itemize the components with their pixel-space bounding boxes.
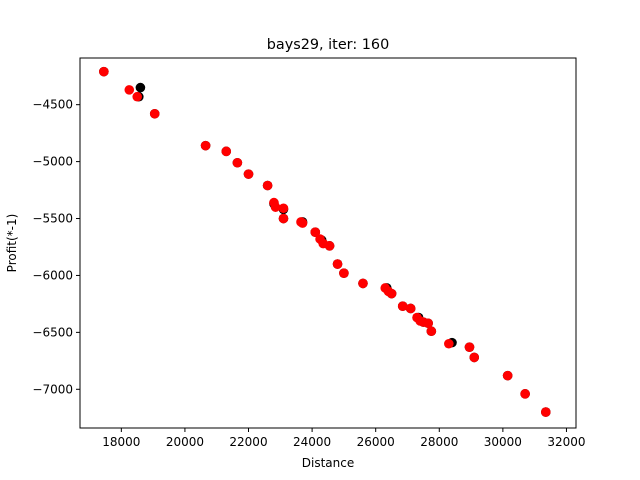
chart-title: bays29, iter: 160 [267,37,389,53]
y-axis-label: Profit(*-1) [5,214,19,273]
x-tick-label: 24000 [293,435,331,449]
x-tick-label: 22000 [229,435,267,449]
data-point [426,326,437,337]
data-point [297,218,308,228]
data-point [124,85,135,95]
x-tick-label: 18000 [102,435,140,449]
data-point [502,370,513,381]
y-tick-label: −5000 [32,155,73,169]
data-point [278,213,289,224]
data-point [444,338,454,349]
x-axis-ticks: 18000 20000 22000 24000 26000 28000 30000 32000 [102,428,586,449]
data-point [358,278,368,289]
data-point [520,389,530,399]
x-tick-label: 20000 [166,435,204,449]
data-point [262,180,273,191]
data-point [135,82,146,93]
x-tick-label: 28000 [420,435,458,449]
y-tick-label: −7000 [32,382,73,396]
data-point [423,318,433,329]
plot-area-frame [79,57,577,429]
data-point [405,303,416,314]
y-tick-label: −6000 [32,268,73,282]
x-axis-label: Distance [302,456,354,470]
data-point [232,157,243,168]
data-point [99,66,109,77]
data-point [386,288,397,299]
y-tick-label: −6500 [32,325,73,339]
data-point [464,342,475,352]
data-point [243,169,254,179]
x-tick-label: 26000 [357,435,395,449]
data-point [469,352,480,363]
data-point [540,407,551,417]
y-axis-ticks: −7000 −6500 −6000 −5500 −5000 −4500 [32,98,80,396]
data-point [132,91,143,102]
x-tick-label: 32000 [547,435,585,449]
data-point [339,268,349,278]
x-tick-label: 30000 [484,435,522,449]
data-point [270,202,281,212]
data-point [278,203,289,214]
data-point [310,227,321,237]
y-tick-label: −5500 [32,212,73,226]
data-point [221,146,232,157]
data-points [99,66,551,417]
data-point [149,108,160,119]
data-point [397,301,408,311]
y-tick-label: −4500 [32,98,73,112]
data-point [332,259,343,269]
data-point [200,140,211,151]
data-point [324,241,335,251]
